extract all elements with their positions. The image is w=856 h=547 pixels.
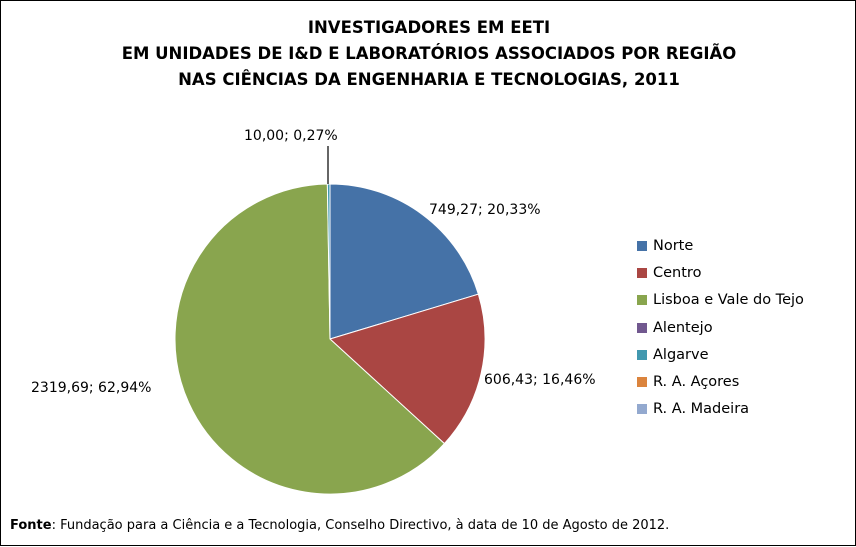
- legend-label: Norte: [653, 237, 694, 254]
- legend-item-madeira: R. A. Madeira: [637, 396, 804, 423]
- data-label-centro: 606,43; 16,46%: [484, 372, 596, 388]
- legend-swatch: [637, 322, 647, 333]
- data-labels: 749,27; 20,33% 606,43; 16,46% 2319,69; 6…: [31, 128, 596, 396]
- title-line-3: NAS CIÊNCIAS DA ENGENHARIA E TECNOLOGIAS…: [178, 70, 680, 89]
- legend-label: Algarve: [653, 346, 709, 363]
- legend-label: R. A. Açores: [653, 374, 740, 391]
- legend: Norte Centro Lisboa e Vale do Tejo Alent…: [637, 232, 804, 423]
- source-text: : Fundação para a Ciência e a Tecnologia…: [51, 518, 670, 533]
- legend-swatch: [637, 349, 647, 360]
- legend-swatch: [637, 295, 647, 306]
- title-line-2: EM UNIDADES DE I&D E LABORATÓRIOS ASSOCI…: [121, 44, 737, 63]
- legend-label: R. A. Madeira: [653, 401, 750, 418]
- legend-item-centro: Centro: [637, 259, 804, 286]
- pie-slice-lisboa: [174, 183, 446, 495]
- legend-swatch: [637, 377, 647, 388]
- source-note: Fonte: Fundação para a Ciência e a Tecno…: [10, 518, 669, 533]
- pie-slices: [174, 183, 486, 495]
- data-label-lisboa: 2319,69; 62,94%: [31, 380, 151, 396]
- pie-slice-norte: [329, 183, 480, 340]
- data-label-norte: 749,27; 20,33%: [429, 202, 541, 218]
- legend-swatch: [637, 267, 647, 278]
- legend-label: Lisboa e Vale do Tejo: [653, 292, 804, 309]
- legend-item-alentejo: Alentejo: [637, 314, 804, 341]
- legend-item-acores: R. A. Açores: [637, 368, 804, 395]
- chart-title: INVESTIGADORES EM EETI EM UNIDADES DE I&…: [1, 15, 856, 93]
- legend-label: Centro: [653, 264, 702, 281]
- source-label: Fonte: [10, 518, 52, 533]
- legend-item-norte: Norte: [637, 232, 804, 259]
- data-label-algarve: 10,00; 0,27%: [244, 128, 338, 144]
- legend-label: Alentejo: [653, 319, 713, 336]
- legend-swatch: [637, 404, 647, 415]
- legend-swatch: [637, 240, 647, 251]
- legend-item-algarve: Algarve: [637, 341, 804, 368]
- pie-slice-algarve: [326, 183, 331, 340]
- pie-slice-centro: [329, 293, 486, 445]
- legend-item-lisboa: Lisboa e Vale do Tejo: [637, 287, 804, 314]
- title-line-1: INVESTIGADORES EM EETI: [307, 18, 551, 37]
